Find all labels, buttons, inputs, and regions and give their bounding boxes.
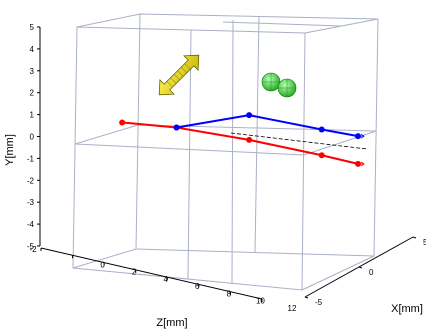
- z-tick-label: 12: [288, 304, 297, 313]
- series-point: [119, 119, 126, 126]
- y-tick-label: -1: [27, 154, 35, 163]
- x-tick-mark: [412, 236, 417, 239]
- y-tick-label: -5: [27, 242, 35, 251]
- z-tick-label: 10: [256, 297, 265, 306]
- z-axis: [40, 247, 263, 300]
- series-end-marker: [358, 133, 365, 139]
- y-tick-label: -4: [27, 220, 35, 229]
- series-point: [318, 152, 325, 159]
- y-tick-label: -3: [27, 198, 35, 207]
- z-tick-label: 4: [163, 275, 168, 284]
- y-axis-label: Y[mm]: [4, 134, 16, 166]
- z-tick-label: 8: [227, 289, 232, 298]
- grid-mid-vertical-front: [187, 29, 192, 280]
- y-tick-label: 1: [30, 111, 35, 120]
- series-point: [246, 112, 253, 119]
- x-tick-mark: [304, 296, 309, 299]
- y-tick-label: -2: [27, 176, 35, 185]
- series-point: [173, 124, 180, 131]
- y-tick-label: 4: [30, 45, 35, 54]
- box-edge-top-left: [76, 13, 141, 28]
- z-axis-line: [40, 247, 263, 300]
- x-tick-mark: [358, 266, 363, 269]
- series-line: [176, 114, 359, 138]
- yellow-double-arrow-icon: [158, 54, 200, 96]
- y-tick-label: 3: [30, 67, 35, 76]
- x-tick-label: 0: [369, 268, 374, 277]
- grid-mid-vertical-back: [254, 15, 260, 254]
- box-edge-bottom-left: [72, 248, 137, 269]
- wireframe-box: [72, 13, 379, 291]
- y-tick-label: 2: [30, 89, 35, 98]
- green-spheres-icon: [261, 72, 297, 98]
- series-point: [246, 136, 253, 143]
- box-edge-top-right: [304, 18, 379, 34]
- projection-line: [230, 132, 368, 150]
- z-tick-label: -2: [29, 245, 37, 254]
- y-tick-label: 5: [30, 23, 35, 32]
- x-axis-label: X[mm]: [391, 303, 423, 315]
- series-point: [318, 126, 325, 133]
- y-tick-label: 0: [30, 133, 35, 142]
- grid-zero-plane: [74, 124, 377, 156]
- x-tick-label: -5: [315, 298, 323, 307]
- x-tick-label: 5: [423, 238, 426, 247]
- series-end-marker: [358, 161, 365, 167]
- z-tick-label: 6: [195, 282, 200, 291]
- z-tick-label: 2: [132, 268, 137, 277]
- z-tick-label: 0: [100, 260, 105, 269]
- box-edge-bottom-right: [301, 255, 375, 291]
- data-series: [119, 112, 365, 167]
- grid-mid-top: [222, 21, 342, 27]
- z-axis-label: Z[mm]: [156, 317, 187, 329]
